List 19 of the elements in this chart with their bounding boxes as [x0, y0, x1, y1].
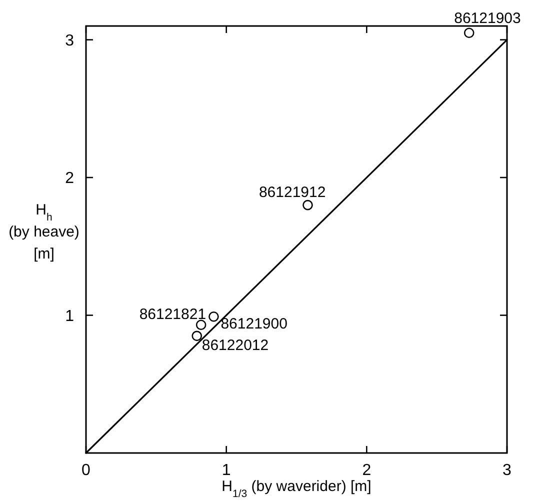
x-axis-title: H$_{1/3}$ (by waverider) [m] — [222, 478, 372, 500]
x-tick-label: 2 — [362, 462, 372, 479]
x-tick-label: 3 — [502, 462, 512, 479]
x-tick-label: 0 — [82, 462, 91, 479]
point — [464, 28, 474, 38]
annotation: 86122012 — [202, 336, 269, 354]
y-tick-label: 1 — [65, 308, 74, 325]
point — [192, 330, 202, 342]
annotation: 86121821 — [139, 306, 206, 323]
point — [208, 311, 219, 322]
y-axis-title: H$_{h}$ (by heave) [m] — [8, 202, 80, 262]
annotation: 86121903 — [454, 10, 521, 27]
annotation: 86121900 — [220, 316, 288, 333]
annotation: 86121912 — [258, 184, 326, 202]
point — [302, 200, 313, 210]
x-tick-label: 1 — [222, 462, 231, 479]
point — [196, 320, 206, 330]
y-tick-label: 3 — [65, 32, 74, 50]
y-tick-label: 2 — [65, 170, 74, 188]
